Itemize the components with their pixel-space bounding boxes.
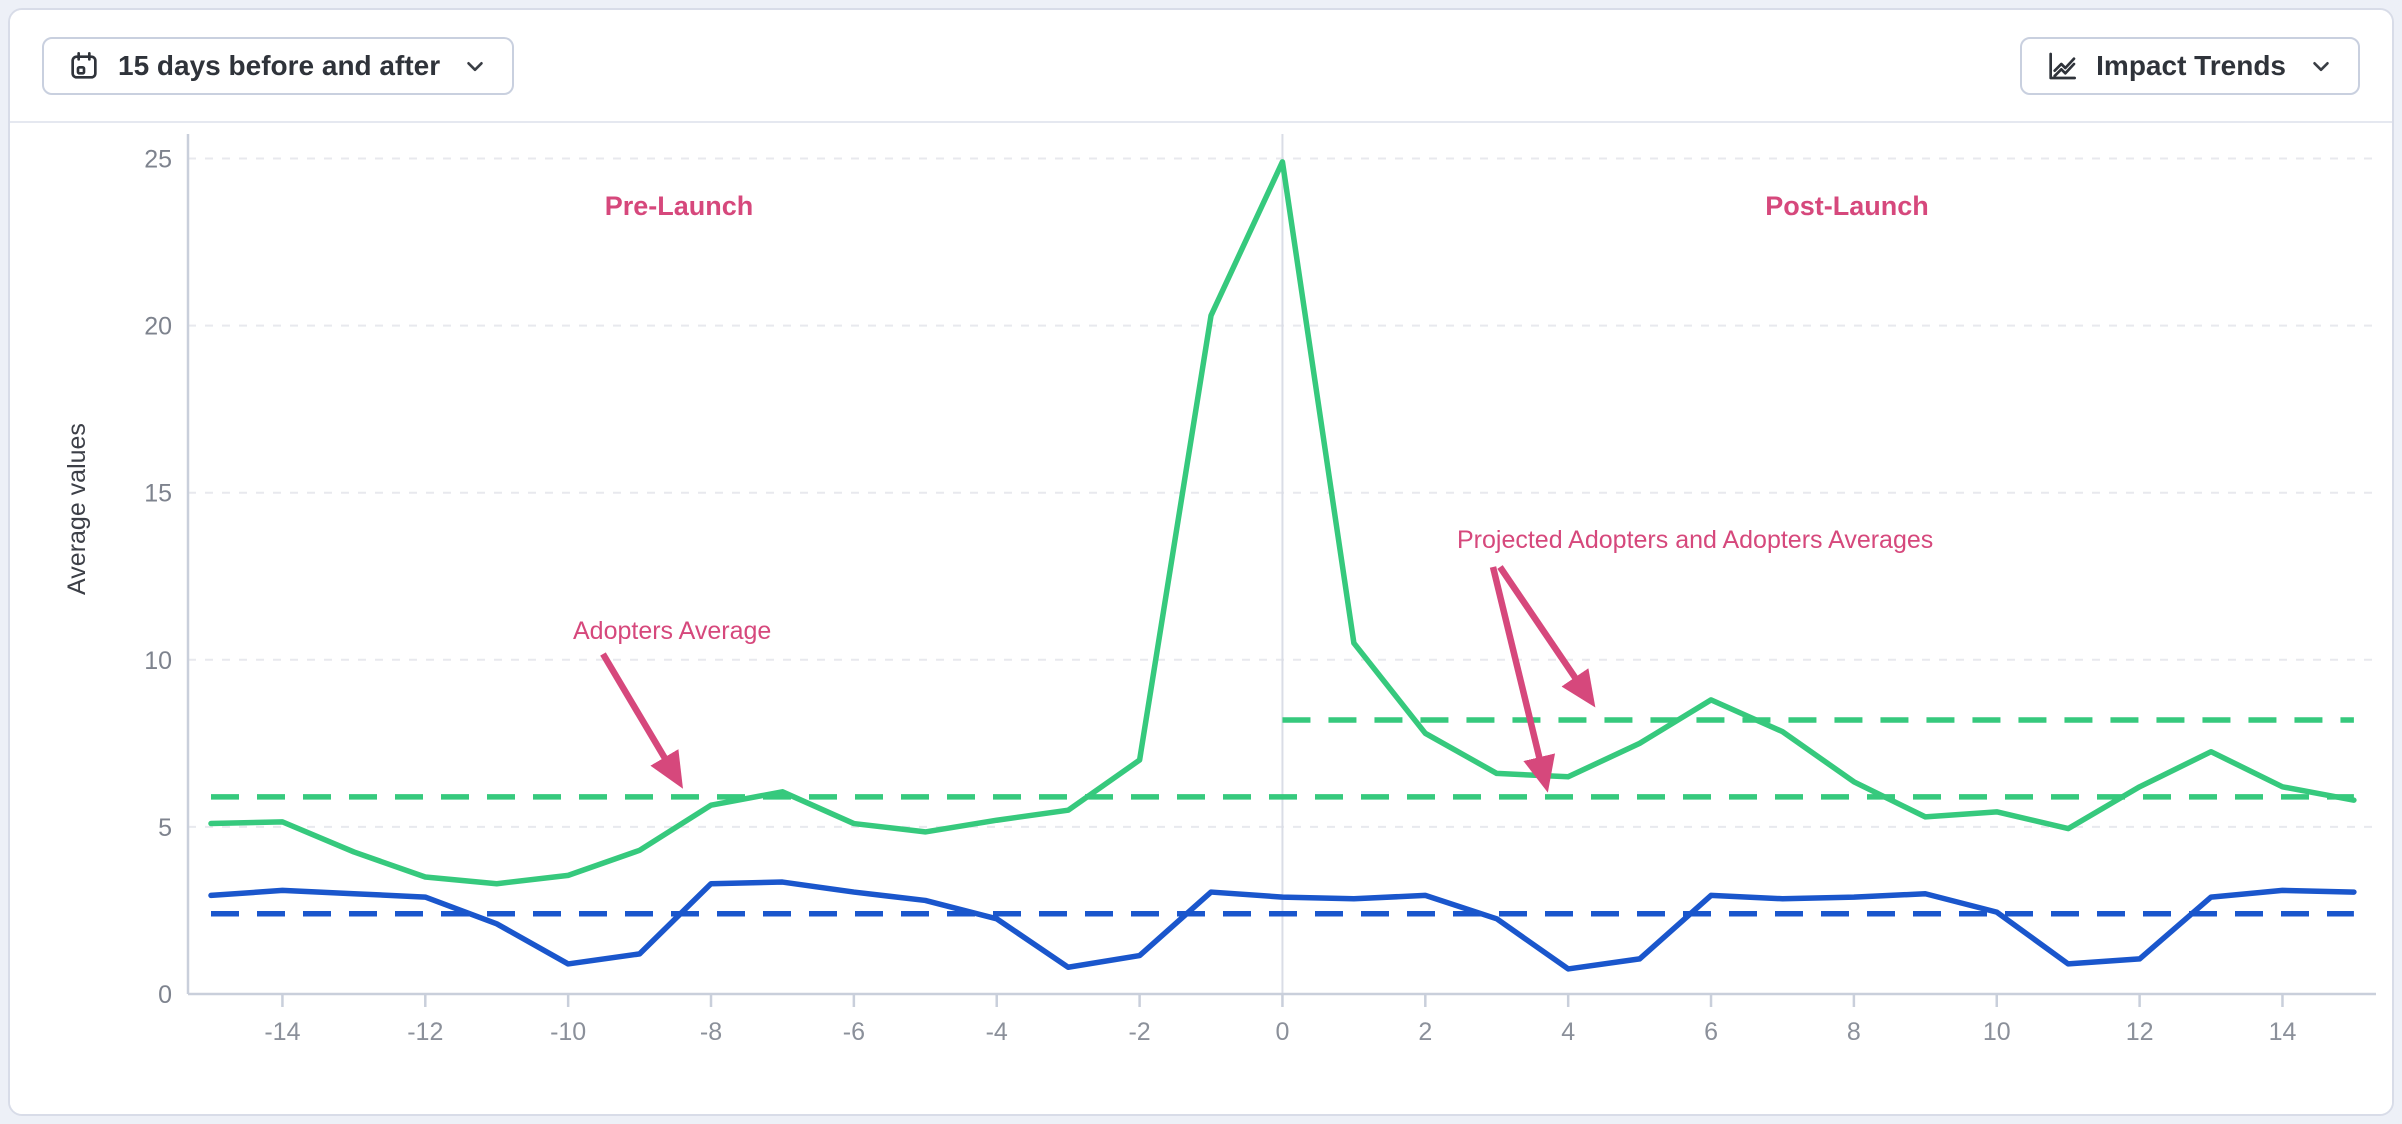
projected-averages-annotation: Projected Adopters and Adopters Averages (1457, 526, 1933, 554)
x-tick-label: -14 (264, 1018, 300, 1046)
y-tick-label: 10 (144, 647, 172, 675)
annotation-arrow (600, 652, 683, 789)
toolbar: 15 days before and after Impact Trends (10, 10, 2392, 123)
x-tick-label: -6 (843, 1018, 865, 1046)
adopters-line (208, 159, 2357, 887)
annotation-arrow (1497, 565, 1596, 708)
chart-panel: 0 5 10 15 20 25 -14 -12 -10 -8 -6 -4 -2 0 2 4 6 8 10 12 14 A… (10, 123, 2392, 1114)
x-tick-label: 4 (1561, 1018, 1575, 1046)
impact-trends-chart: 0 5 10 15 20 25 -14 -12 -10 -8 -6 -4 -2 0 2 4 6 8 10 12 14 A… (63, 134, 2376, 1046)
y-tick-label: 20 (144, 313, 172, 341)
annotation-arrow (1489, 566, 1556, 793)
x-tick-label: -4 (986, 1018, 1008, 1046)
x-tick-label: -8 (700, 1018, 722, 1046)
chevron-down-icon (462, 53, 488, 79)
x-tick-label: 12 (2126, 1018, 2154, 1046)
x-tick-label: 10 (1983, 1018, 2011, 1046)
projected-adopters-line (208, 879, 2357, 972)
x-tick-label: -10 (550, 1018, 586, 1046)
date-range-button[interactable]: 15 days before and after (42, 36, 515, 95)
chevron-down-icon (2308, 53, 2334, 79)
impact-trends-button[interactable]: Impact Trends (2020, 36, 2360, 95)
calendar-icon (68, 50, 100, 82)
chart-plot: 0 5 10 15 20 25 -14 -12 -10 -8 -6 -4 -2 0 2 4 6 8 10 12 14 (144, 134, 2376, 1046)
date-range-label: 15 days before and after (118, 49, 441, 81)
dashboard-card: 15 days before and after Impact Trends (8, 8, 2394, 1116)
x-tick-label: 0 (1275, 1018, 1289, 1046)
y-tick-label: 15 (144, 480, 172, 508)
y-tick-label: 5 (158, 814, 172, 842)
x-tick-label: 6 (1704, 1018, 1718, 1046)
x-tick-label: -12 (407, 1018, 443, 1046)
pre-launch-label: Pre-Launch (605, 191, 754, 221)
trend-lines-icon (2046, 50, 2078, 82)
y-axis-title: Average values (63, 423, 91, 595)
y-tick-label: 25 (144, 146, 172, 174)
y-tick-label: 0 (158, 981, 172, 1009)
adopters-average-annotation: Adopters Average (573, 617, 771, 645)
impact-trends-label: Impact Trends (2096, 49, 2286, 81)
annotation-arrows (600, 565, 1596, 793)
x-tick-label: -2 (1128, 1018, 1150, 1046)
post-launch-label: Post-Launch (1765, 191, 1929, 221)
x-tick-label: 2 (1418, 1018, 1432, 1046)
x-tick-label: 8 (1847, 1018, 1861, 1046)
x-tick-label: 14 (2269, 1018, 2297, 1046)
